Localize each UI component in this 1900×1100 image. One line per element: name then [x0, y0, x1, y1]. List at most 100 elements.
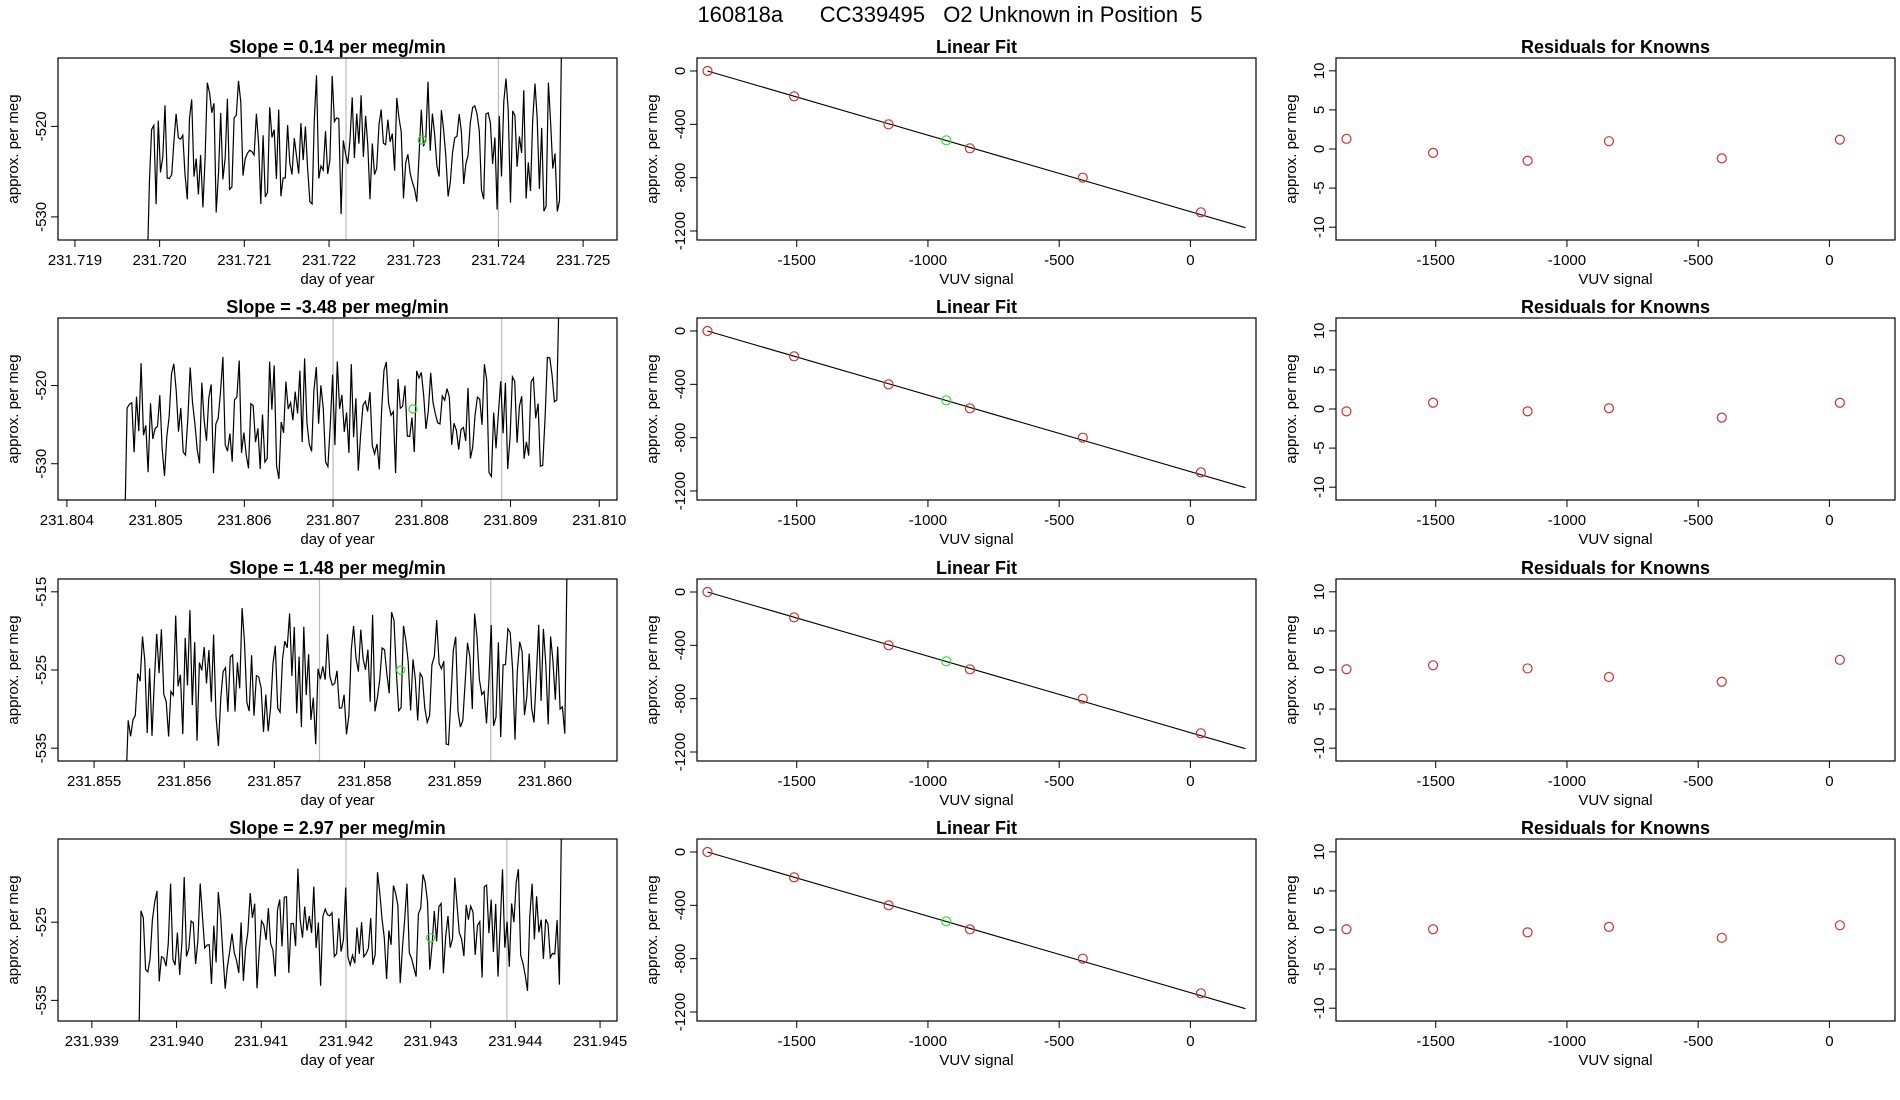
x-tick-label: -500 — [1683, 252, 1713, 269]
x-tick-label: -1000 — [1548, 1033, 1586, 1050]
residual-point — [1716, 932, 1727, 943]
x-axis-label: day of year — [300, 271, 374, 288]
residual-point — [1834, 134, 1845, 145]
x-tick-label: -1500 — [1417, 773, 1455, 790]
x-tick-label: 231.725 — [556, 252, 610, 269]
unknown-point — [941, 916, 952, 927]
known-point — [1077, 953, 1088, 964]
unknown-point — [941, 395, 952, 406]
unknown-point — [941, 656, 952, 667]
known-point — [702, 65, 713, 77]
residual-point — [1716, 676, 1727, 687]
known-point — [702, 846, 713, 858]
y-tick-label: 5 — [1311, 106, 1328, 114]
x-tick-label: 231.939 — [65, 1033, 119, 1050]
y-axis-label: approx. per meg — [5, 615, 22, 724]
x-tick-label: 231.941 — [234, 1033, 288, 1050]
x-tick-label: -1000 — [1548, 773, 1586, 790]
x-tick-label: 231.860 — [518, 773, 572, 790]
plot-frame — [57, 838, 618, 1022]
y-tick-label: 0 — [672, 588, 689, 596]
plot-frame — [1335, 838, 1896, 1022]
known-point — [1195, 728, 1206, 739]
residual-point — [1603, 921, 1615, 932]
residual-point — [1428, 147, 1439, 159]
residual-point — [1834, 654, 1845, 665]
x-tick-label: -1500 — [778, 512, 816, 529]
x-tick-label: -500 — [1683, 512, 1713, 529]
residual-point — [1428, 924, 1439, 935]
plot-frame — [57, 317, 618, 501]
y-tick-label: -515 — [33, 577, 50, 607]
x-tick-label: -500 — [1044, 1033, 1074, 1050]
y-tick-label: -10 — [1311, 476, 1328, 498]
x-tick-label: -1000 — [909, 1033, 947, 1050]
x-axis-label: VUV signal — [939, 1052, 1013, 1069]
x-tick-label: -1500 — [1417, 512, 1455, 529]
x-tick-label: 0 — [1186, 512, 1194, 529]
data-series-line — [124, 318, 560, 500]
x-tick-label: -1500 — [778, 773, 816, 790]
residual-point — [1522, 663, 1533, 674]
x-tick-label: 231.720 — [133, 252, 187, 269]
x-tick-label: 231.944 — [488, 1033, 542, 1050]
x-tick-label: 231.856 — [157, 773, 211, 790]
x-tick-label: -1000 — [1548, 252, 1586, 269]
data-series-line — [138, 839, 562, 1021]
x-tick-label: 0 — [1186, 1033, 1194, 1050]
x-tick-label: 231.940 — [149, 1033, 203, 1050]
x-tick-label: -500 — [1044, 773, 1074, 790]
known-point — [1195, 207, 1206, 218]
panel-r0-residuals: Residuals for Knowns -1500 -1000 -500 0 10 5 0 -… — [1283, 37, 1896, 288]
residual-point — [1716, 412, 1727, 423]
plot-area — [124, 318, 560, 500]
unknown-point — [417, 135, 427, 145]
y-tick-label: -525 — [33, 655, 50, 685]
x-tick-label: 0 — [1186, 252, 1194, 269]
unknown-point — [396, 665, 406, 675]
fit-line — [707, 851, 1246, 1010]
plot-area — [138, 839, 562, 1021]
plot-frame — [696, 838, 1257, 1022]
known-point — [964, 143, 976, 154]
x-tick-label: 231.859 — [428, 773, 482, 790]
x-tick-label: -1000 — [909, 512, 947, 529]
y-tick-label: -800 — [672, 684, 689, 714]
residual-point — [1341, 924, 1352, 935]
x-tick-label: -1500 — [778, 252, 816, 269]
x-tick-label: 231.943 — [404, 1033, 458, 1050]
y-axis-label: approx. per meg — [1283, 94, 1300, 203]
x-tick-label: -1500 — [1417, 252, 1455, 269]
unknown-point — [408, 404, 418, 414]
plot-frame — [1335, 578, 1896, 762]
x-axis-label: day of year — [300, 1052, 374, 1069]
plot-area — [702, 586, 1246, 750]
y-tick-label: -400 — [672, 890, 689, 920]
panel-r2-residuals: Residuals for Knowns -1500 -1000 -500 0 10 5 0 -… — [1283, 558, 1896, 809]
y-tick-label: -5 — [1311, 181, 1328, 194]
plot-area — [702, 65, 1246, 229]
x-tick-label: 231.808 — [395, 512, 449, 529]
panel-title: Residuals for Knowns — [1521, 37, 1710, 57]
panel-title: Residuals for Knowns — [1521, 818, 1710, 838]
x-tick-label: 231.805 — [128, 512, 182, 529]
unknown-point — [426, 933, 436, 943]
panel-r3-linear-fit: Linear Fit -1500 -1000 -500 0 0 -400 -800 -1200 V… — [644, 818, 1257, 1069]
x-tick-label: 0 — [1825, 1033, 1833, 1050]
x-tick-label: 231.723 — [387, 252, 441, 269]
x-tick-label: 231.855 — [67, 773, 121, 790]
residual-point — [1834, 920, 1845, 931]
fit-line — [707, 70, 1246, 229]
y-tick-label: -530 — [33, 202, 50, 232]
known-point — [789, 872, 800, 883]
x-tick-label: 231.724 — [471, 252, 525, 269]
residual-point — [1522, 927, 1533, 938]
y-tick-label: -800 — [672, 423, 689, 453]
known-point — [964, 664, 976, 675]
data-series-line — [126, 579, 568, 761]
panel-r3-timeseries: Slope = 2.97 per meg/min 231.939 231.940 23… — [5, 818, 627, 1069]
panel-title: Linear Fit — [936, 297, 1017, 317]
residual-point — [1603, 671, 1615, 683]
plot-area — [1341, 133, 1845, 166]
panel-r1-residuals: Residuals for Knowns -1500 -1000 -500 0 10 5 0 -… — [1283, 297, 1896, 548]
